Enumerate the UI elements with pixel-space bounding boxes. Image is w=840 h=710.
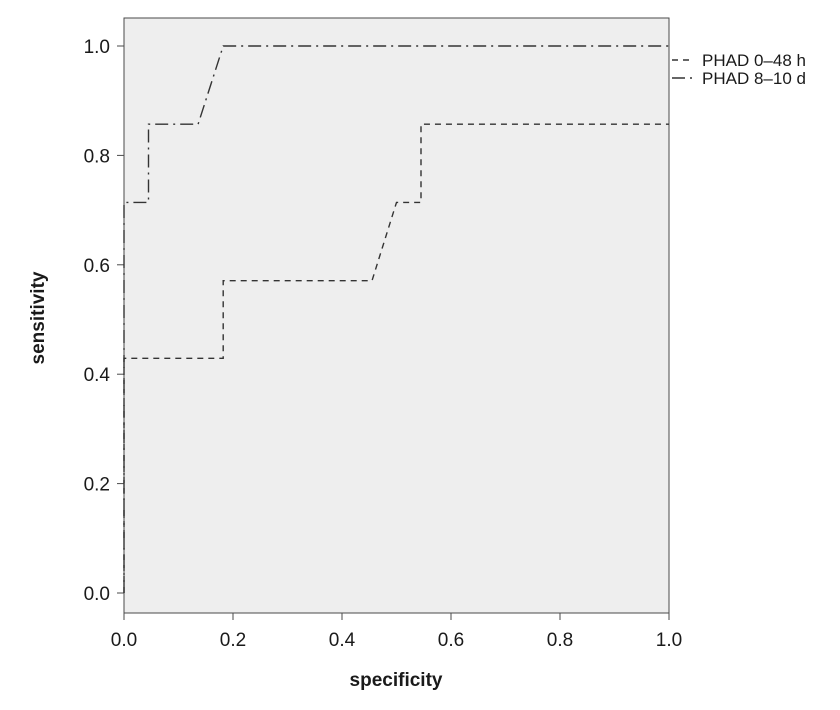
x-tick-label: 0.2 bbox=[220, 630, 246, 651]
y-axis-title: sensitivity bbox=[28, 271, 49, 364]
y-tick-label: 0.4 bbox=[84, 365, 111, 386]
legend-label: PHAD 8–10 d bbox=[702, 69, 806, 88]
plot-area bbox=[123, 17, 670, 614]
x-tick-label: 0.8 bbox=[547, 630, 573, 651]
series-lines bbox=[123, 45, 669, 593]
y-tick-label: 0.0 bbox=[84, 584, 110, 605]
legend-label: PHAD 0–48 h bbox=[702, 51, 806, 70]
y-axis: 0.0 0.2 0.4 0.6 0.8 1.0 bbox=[84, 37, 124, 605]
x-tick-label: 0.0 bbox=[111, 630, 137, 651]
y-tick-label: 0.8 bbox=[84, 146, 110, 167]
x-tick-label: 0.4 bbox=[329, 630, 356, 651]
x-axis-title: specificity bbox=[350, 670, 443, 691]
y-tick-label: 1.0 bbox=[84, 37, 110, 58]
x-axis: 0.0 0.2 0.4 0.6 0.8 1.0 bbox=[111, 613, 682, 651]
series-line-2 bbox=[123, 45, 669, 593]
y-tick-label: 0.6 bbox=[84, 256, 110, 277]
y-tick-label: 0.2 bbox=[84, 475, 110, 496]
x-tick-label: 1.0 bbox=[656, 630, 682, 651]
x-tick-label: 0.6 bbox=[438, 630, 464, 651]
series-line-1 bbox=[123, 123, 669, 593]
